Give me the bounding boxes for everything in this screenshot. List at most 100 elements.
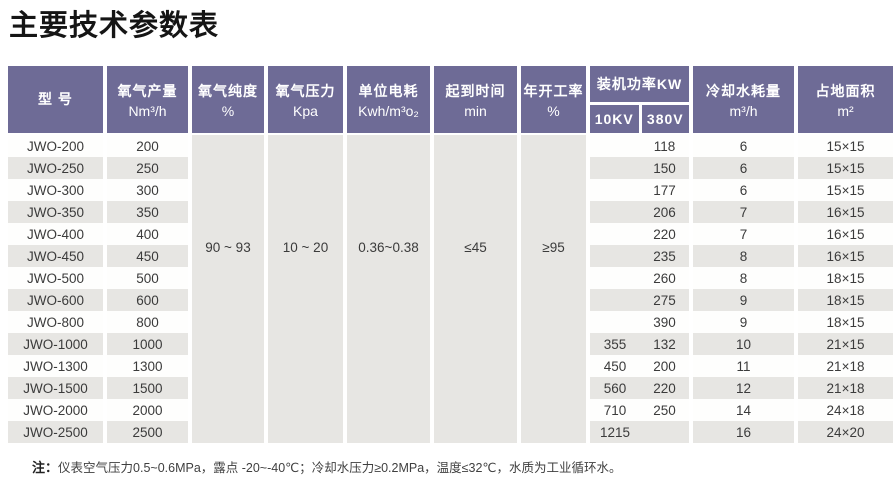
water-cell: 9 xyxy=(689,289,797,311)
power-10kv-cell xyxy=(586,311,640,333)
table-row: JWO-2000 2000 710 250 14 24×18 xyxy=(8,399,894,421)
table-row: JWO-350 350 206 7 16×15 xyxy=(8,201,894,223)
water-cell: 14 xyxy=(689,399,797,421)
table-row: JWO-450 450 235 8 16×15 xyxy=(8,245,894,267)
water-cell: 7 xyxy=(689,223,797,245)
header-water-unit: m³/h xyxy=(729,102,758,119)
power-10kv-cell xyxy=(586,201,640,223)
production-cell: 800 xyxy=(103,311,190,333)
footnote-label: 注： xyxy=(32,460,59,475)
power-380v-cell: 118 xyxy=(640,134,692,157)
model-cell: JWO-1000 xyxy=(8,333,105,355)
table-row: JWO-300 300 177 6 15×15 xyxy=(8,179,894,201)
model-cell: JWO-800 xyxy=(8,311,105,333)
production-cell: 1300 xyxy=(103,355,190,377)
area-cell: 15×15 xyxy=(794,134,894,157)
pressure-merged-cell: 10 ~ 20 xyxy=(264,134,345,443)
header-purity-unit: % xyxy=(221,102,235,119)
area-cell: 16×15 xyxy=(794,201,894,223)
model-cell: JWO-450 xyxy=(8,245,105,267)
header-area-unit: m² xyxy=(837,102,854,119)
header-cell-installed-power: 装机功率KW xyxy=(585,66,692,105)
production-cell: 300 xyxy=(103,179,190,201)
production-cell: 450 xyxy=(103,245,190,267)
area-cell: 24×20 xyxy=(794,421,894,443)
header-cell-model: 型 号 xyxy=(8,66,105,135)
power-380v-cell: 132 xyxy=(640,333,692,355)
production-cell: 200 xyxy=(103,134,190,157)
footnote-text: 仪表空气压力0.5~0.6MPa，露点 -20~-40℃；冷却水压力≥0.2MP… xyxy=(58,461,622,475)
table-body: JWO-200 200 90 ~ 93 10 ~ 20 0.36~0.38 ≤4… xyxy=(8,134,894,443)
power-10kv-cell: 1215 xyxy=(586,421,640,443)
table-row: JWO-400 400 220 7 16×15 xyxy=(8,223,894,245)
power-380v-cell: 220 xyxy=(640,223,692,245)
startup-merged-cell: ≤45 xyxy=(430,134,519,443)
power-10kv-cell: 450 xyxy=(586,355,640,377)
power-380v-cell: 260 xyxy=(640,267,692,289)
production-cell: 500 xyxy=(103,267,190,289)
production-cell: 400 xyxy=(103,223,190,245)
power-380v-cell: 275 xyxy=(640,289,692,311)
area-cell: 21×15 xyxy=(794,333,894,355)
power-10kv-cell: 560 xyxy=(586,377,640,399)
production-cell: 600 xyxy=(103,289,190,311)
power-10kv-cell xyxy=(586,223,640,245)
header-cell-380v: 380V xyxy=(638,103,692,135)
header-cell-cooling-water: 冷却水耗量 m³/h xyxy=(689,66,797,135)
header-cell-floor-area: 占地面积 m² xyxy=(794,66,894,135)
header-pressure-label: 氧气压力 xyxy=(275,82,336,99)
production-cell: 250 xyxy=(103,157,190,179)
model-cell: JWO-1500 xyxy=(8,377,105,399)
water-cell: 7 xyxy=(689,201,797,223)
production-cell: 1000 xyxy=(103,333,190,355)
page-title: 主要技术参数表 xyxy=(9,10,220,42)
production-cell: 2000 xyxy=(103,399,190,421)
header-production-unit: Nm³/h xyxy=(128,102,167,119)
consumption-merged-cell: 0.36~0.38 xyxy=(343,134,432,443)
power-380v-cell: 150 xyxy=(640,157,692,179)
power-380v-cell: 390 xyxy=(640,311,692,333)
model-cell: JWO-250 xyxy=(8,157,105,179)
water-cell: 9 xyxy=(689,311,797,333)
table-row: JWO-250 250 150 6 15×15 xyxy=(8,157,894,179)
model-cell: JWO-1300 xyxy=(8,355,105,377)
header-pressure-unit: Kpa xyxy=(293,102,318,119)
header-cell-startup-time: 起到时间 min xyxy=(430,66,519,135)
header-production-label: 氧气产量 xyxy=(117,82,178,99)
header-power-label: 装机功率KW xyxy=(596,75,683,92)
water-cell: 16 xyxy=(689,421,797,443)
table-row: JWO-2500 2500 1215 16 24×20 xyxy=(8,421,894,443)
model-cell: JWO-400 xyxy=(8,223,105,245)
header-rate-label: 年开工率 xyxy=(523,82,584,99)
production-cell: 1500 xyxy=(103,377,190,399)
table-header: 型 号 氧气产量 Nm³/h 氧气纯度 % 氧气压力 Kpa 单位电耗 Kwh/… xyxy=(8,66,894,135)
water-cell: 6 xyxy=(689,134,797,157)
area-cell: 18×15 xyxy=(794,267,894,289)
header-cell-purity: 氧气纯度 % xyxy=(188,66,266,135)
power-380v-cell: 250 xyxy=(640,399,692,421)
power-10kv-cell: 710 xyxy=(586,399,640,421)
technical-parameters-table: 型 号 氧气产量 Nm³/h 氧气纯度 % 氧气压力 Kpa 单位电耗 Kwh/… xyxy=(8,66,894,443)
area-cell: 24×18 xyxy=(794,399,894,421)
water-cell: 10 xyxy=(689,333,797,355)
header-consumption-label: 单位电耗 xyxy=(358,82,419,99)
water-cell: 11 xyxy=(689,355,797,377)
footnote: 注：仪表空气压力0.5~0.6MPa，露点 -20~-40℃；冷却水压力≥0.2… xyxy=(32,457,894,476)
header-startup-label: 起到时间 xyxy=(445,82,506,99)
power-10kv-cell xyxy=(586,134,640,157)
table-row: JWO-600 600 275 9 18×15 xyxy=(8,289,894,311)
header-cell-consumption: 单位电耗 Kwh/m³o₂ xyxy=(343,66,432,135)
area-cell: 21×18 xyxy=(794,355,894,377)
power-10kv-cell xyxy=(586,179,640,201)
water-cell: 6 xyxy=(689,179,797,201)
area-cell: 16×15 xyxy=(794,245,894,267)
header-water-label: 冷却水耗量 xyxy=(706,82,782,99)
model-cell: JWO-2000 xyxy=(8,399,105,421)
water-cell: 12 xyxy=(689,377,797,399)
power-380v-cell: 177 xyxy=(640,179,692,201)
model-cell: JWO-200 xyxy=(8,134,105,157)
table-row: JWO-500 500 260 8 18×15 xyxy=(8,267,894,289)
header-cell-operating-rate: 年开工率 % xyxy=(517,66,588,135)
model-cell: JWO-2500 xyxy=(8,421,105,443)
area-cell: 15×15 xyxy=(794,157,894,179)
